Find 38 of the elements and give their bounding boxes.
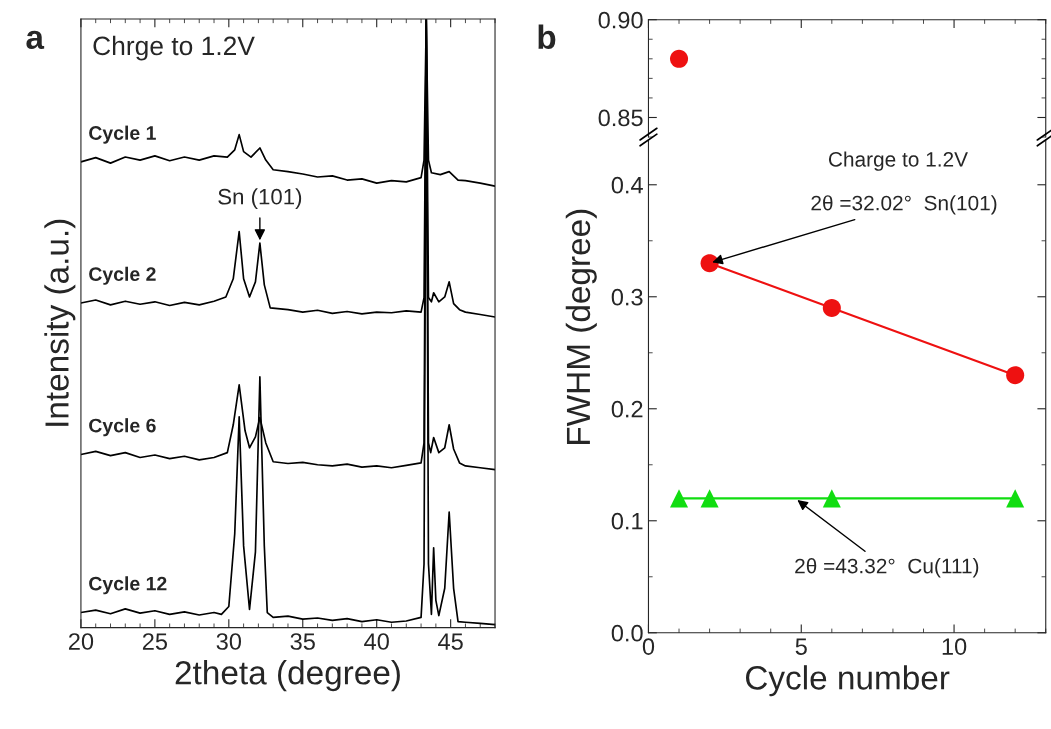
x-tick-label: 10 [942,638,967,655]
x-tick-label: 30 [216,633,242,650]
text: b [538,24,556,50]
point [822,489,841,508]
y-axis-title: FWHM (degree) [565,209,597,444]
annotation: Sn (101) [218,188,302,209]
y-tick-label: 0.1 [611,512,643,530]
point [670,489,689,508]
point [1006,489,1025,508]
x-tick-label: 35 [290,633,315,650]
y-tick-label: 0.0 [611,624,643,642]
text: a [26,30,45,50]
x-axis-title: Cycle number [745,665,950,697]
y-tick-label: 0.4 [611,176,643,194]
y-tick-label: 0.90 [598,11,643,29]
series-label: Cycle 2 [89,266,156,285]
point [822,298,841,317]
annotation: Chrge to 1.2V [93,35,255,61]
x-tick-label: 25 [142,633,168,650]
annotation: 2θ =43.32° Cu(111) [795,558,979,578]
annotation: 2θ =32.02° Sn(101) [811,195,997,215]
x-tick-label: 40 [364,633,389,650]
x-tick-label: 45 [438,633,463,650]
series-label: Cycle 12 [89,576,167,595]
point [1006,366,1025,385]
point [700,489,719,508]
y-axis-title: Intensity (a.u.) [44,219,76,426]
x-axis-title: 2theta (degree) [175,660,400,692]
y-tick-label: 0.85 [598,109,643,127]
annotation: Charge to 1.2V [828,151,968,171]
y-tick-label: 0.3 [611,288,643,306]
x-tick-label: 5 [795,638,807,655]
x-tick-label: 0 [642,638,655,655]
point [700,254,719,273]
x-tick-label: 20 [68,633,94,650]
y-tick-label: 0.2 [611,400,643,418]
series-label: Cycle 6 [89,418,156,437]
series-label: Cycle 1 [89,125,156,144]
